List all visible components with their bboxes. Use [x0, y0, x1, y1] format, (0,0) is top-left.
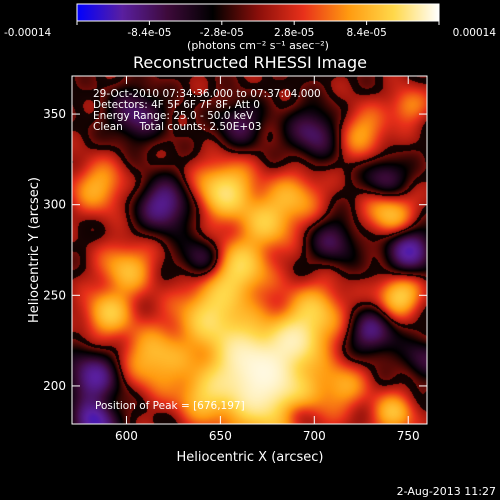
axis-ticks: 600 650 700 750 200 250 300 350 [43, 76, 427, 443]
annotation-time-range: 29-Oct-2010 07:34:36.000 to 07:37:04.000 [93, 88, 321, 100]
colorbar-ticks: -0.00014 -8.4e-05 -2.8e-05 2.8e-05 8.4e-05 0.… [4, 21, 496, 39]
y-tick-label: 250 [43, 288, 66, 302]
colorbar-tick-label: -2.8e-05 [200, 27, 244, 39]
annotation-detectors: Detectors: 4F 5F 6F 7F 8F, Att 0 [93, 99, 260, 111]
heatmap-image [72, 76, 427, 424]
peak-position-label: Position of Peak = [676,197] [95, 400, 245, 412]
colorbar-tick-label: -8.4e-05 [127, 27, 171, 39]
annotation-energy-range: Energy Range: 25.0 - 50.0 keV [93, 110, 254, 122]
x-axis-label: Heliocentric X (arcsec) [177, 450, 324, 465]
x-tick-label: 600 [115, 429, 138, 443]
y-tick-label: 300 [43, 198, 66, 212]
x-tick-label: 700 [303, 429, 326, 443]
x-tick-label: 650 [209, 429, 232, 443]
colorbar-tick-label: 2.8e-05 [274, 27, 314, 39]
x-tick-label: 750 [397, 429, 420, 443]
colorbar [76, 3, 440, 22]
chart-title: Reconstructed RHESSI Image [133, 53, 367, 72]
colorbar-tick-label: 8.4e-05 [346, 27, 386, 39]
y-tick-label: 200 [43, 379, 66, 393]
colorbar-unit-label: (photons cm⁻² s⁻¹ asec⁻²) [187, 39, 329, 52]
y-tick-label: 350 [43, 107, 66, 121]
colorbar-tick-label: 0.00014 [453, 27, 497, 39]
plot-frame [71, 75, 428, 425]
generation-date: 2-Aug-2013 11:27 [397, 485, 496, 498]
annotation-clean-counts: Clean Total counts: 2.50E+03 [93, 121, 262, 133]
y-axis-label: Heliocentric Y (arcsec) [27, 177, 42, 323]
colorbar-tick-label: -0.00014 [4, 27, 52, 39]
